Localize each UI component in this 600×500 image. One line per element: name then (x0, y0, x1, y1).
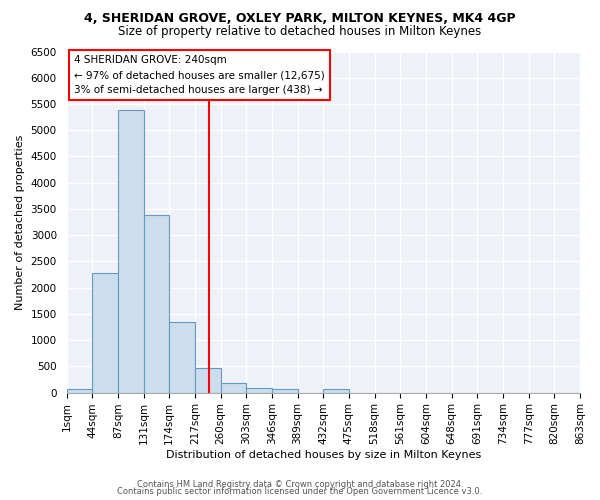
Text: 4 SHERIDAN GROVE: 240sqm
← 97% of detached houses are smaller (12,675)
3% of sem: 4 SHERIDAN GROVE: 240sqm ← 97% of detach… (74, 56, 325, 95)
Bar (169, 322, 195, 392)
X-axis label: Distribution of detached houses by size in Milton Keynes: Distribution of detached houses by size … (166, 450, 481, 460)
Bar (323, 388, 349, 392)
Bar (221, 384, 246, 392)
Bar (118, 110, 143, 392)
Bar (246, 388, 272, 392)
Bar (92, 274, 118, 392)
Bar (143, 214, 169, 392)
Text: Size of property relative to detached houses in Milton Keynes: Size of property relative to detached ho… (118, 25, 482, 38)
Text: 4, SHERIDAN GROVE, OXLEY PARK, MILTON KEYNES, MK4 4GP: 4, SHERIDAN GROVE, OXLEY PARK, MILTON KE… (84, 12, 516, 26)
Y-axis label: Number of detached properties: Number of detached properties (15, 134, 25, 310)
Bar (195, 368, 221, 392)
Bar (67, 388, 92, 392)
Text: Contains public sector information licensed under the Open Government Licence v3: Contains public sector information licen… (118, 487, 482, 496)
Bar (272, 388, 298, 392)
Text: Contains HM Land Registry data © Crown copyright and database right 2024.: Contains HM Land Registry data © Crown c… (137, 480, 463, 489)
